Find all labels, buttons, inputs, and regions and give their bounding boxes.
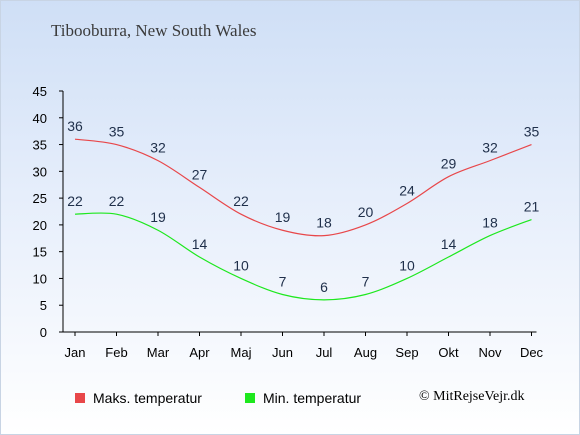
x-tick-label: Sep xyxy=(395,345,418,360)
series-line-min xyxy=(74,212,532,301)
data-label-min: 6 xyxy=(320,279,328,295)
x-tick-label: Apr xyxy=(189,345,210,360)
x-tick-label: Jun xyxy=(272,345,293,360)
data-label-max: 24 xyxy=(399,182,415,198)
x-tick-label: Feb xyxy=(105,345,127,360)
data-label-min: 7 xyxy=(362,274,370,290)
legend-label-max: Maks. temperatur xyxy=(93,390,202,406)
chart-title: Tibooburra, New South Wales xyxy=(51,21,257,40)
y-tick-label: 0 xyxy=(40,325,47,340)
legend-label-min: Min. temperatur xyxy=(263,390,362,406)
y-tick-label: 10 xyxy=(33,271,47,286)
data-label-min: 10 xyxy=(399,257,415,273)
data-label-min: 14 xyxy=(441,236,457,252)
series-lines xyxy=(74,138,532,301)
x-tick-label: Jan xyxy=(65,345,86,360)
y-tick-label: 15 xyxy=(33,245,47,260)
data-label-min: 14 xyxy=(192,236,208,252)
data-label-max: 35 xyxy=(524,124,540,140)
y-tick-label: 45 xyxy=(33,84,47,99)
y-tick-label: 20 xyxy=(33,218,47,233)
axes: 0 5 10 15 20 25 30 35 40 45 Jan Feb Mar Apr Maj Jun Jul A… xyxy=(33,84,544,360)
data-label-max: 20 xyxy=(358,204,374,220)
series-line-max xyxy=(74,138,532,237)
y-tick-label: 40 xyxy=(33,111,47,126)
y-tick-label: 30 xyxy=(33,164,47,179)
data-label-min: 10 xyxy=(233,257,249,273)
data-label-max: 32 xyxy=(150,140,166,156)
data-label-max: 29 xyxy=(441,156,457,172)
y-tick-label: 35 xyxy=(33,138,47,153)
x-tick-label: Okt xyxy=(438,345,459,360)
data-label-min: 7 xyxy=(279,274,287,290)
legend-item-min: Min. temperatur xyxy=(245,390,361,406)
y-tick-label: 25 xyxy=(33,191,47,206)
x-tick-label: Mar xyxy=(147,345,170,360)
data-label-max: 27 xyxy=(192,166,208,182)
data-labels: 36 35 32 27 22 19 18 20 24 29 32 35 22 22 19 14 10 7 6 7 10 1… xyxy=(67,118,539,295)
data-label-max: 36 xyxy=(67,118,83,134)
data-label-min: 19 xyxy=(150,209,166,225)
data-label-min: 22 xyxy=(67,193,83,209)
copyright-text: © MitRejseVejr.dk xyxy=(419,389,525,404)
data-label-max: 32 xyxy=(482,140,498,156)
data-label-max: 35 xyxy=(109,124,125,140)
legend-swatch-min xyxy=(245,393,255,403)
y-tick-label: 5 xyxy=(40,298,47,313)
legend-swatch-max xyxy=(75,393,85,403)
data-label-max: 19 xyxy=(275,209,291,225)
data-label-max: 18 xyxy=(316,215,332,231)
data-label-min: 18 xyxy=(482,215,498,231)
x-tick-label: Maj xyxy=(231,345,252,360)
x-tick-label: Dec xyxy=(520,345,544,360)
data-label-max: 22 xyxy=(233,193,249,209)
data-label-min: 22 xyxy=(109,193,125,209)
data-label-min: 21 xyxy=(524,199,540,215)
x-tick-label: Aug xyxy=(354,345,377,360)
x-tick-label: Jul xyxy=(316,345,333,360)
x-tick-label: Nov xyxy=(478,345,502,360)
legend-item-max: Maks. temperatur xyxy=(75,390,202,406)
